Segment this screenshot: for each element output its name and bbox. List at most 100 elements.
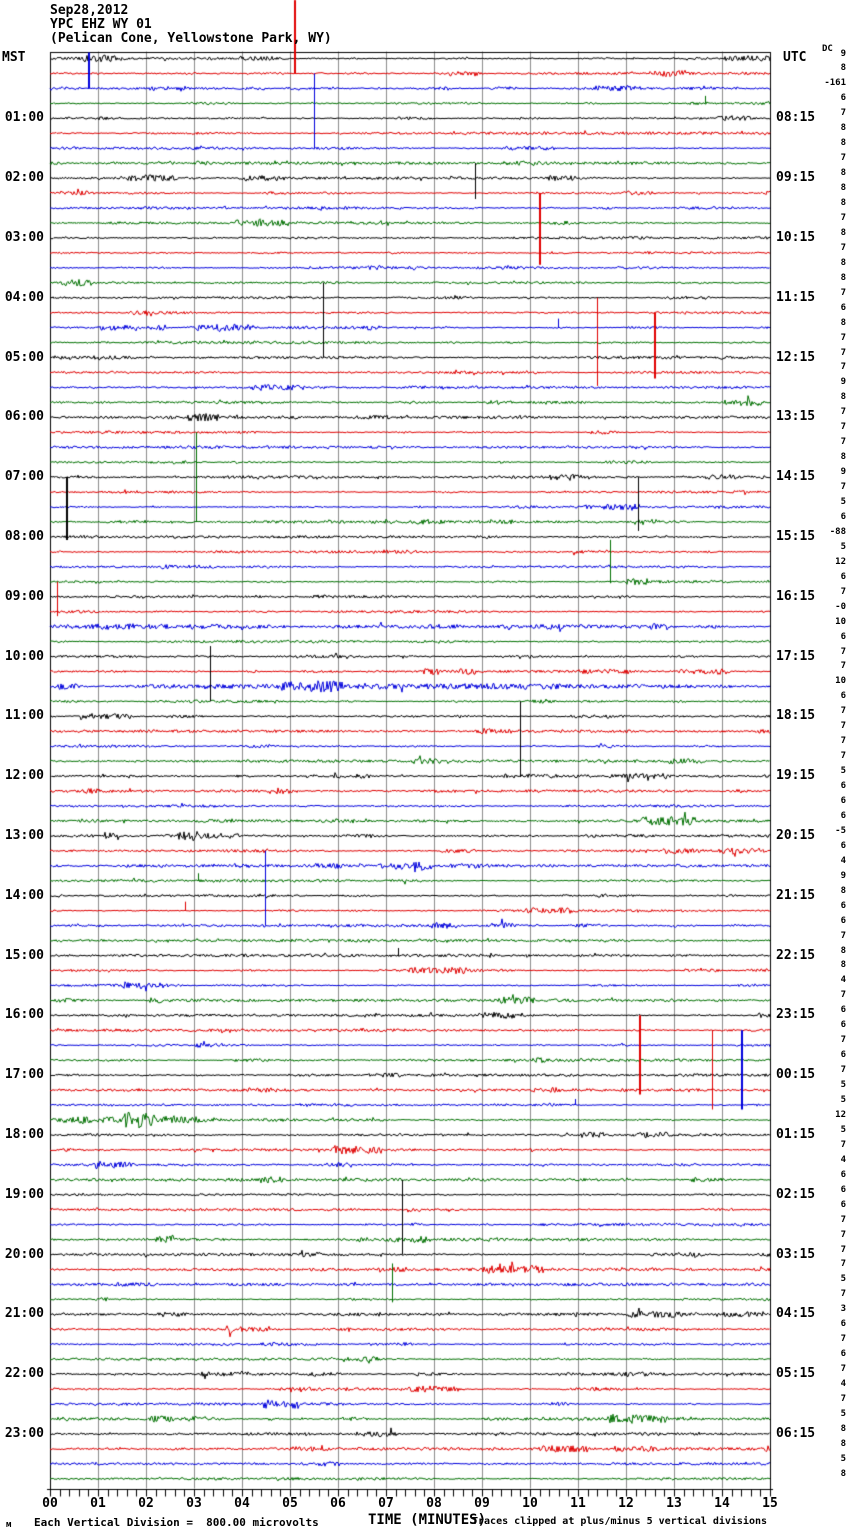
footer-tiny-mark: м [6,1520,12,1530]
dc-offset-value: 5 [840,497,846,507]
utc-time-label: 04:15 [776,1306,816,1322]
utc-time-label: 05:15 [776,1366,816,1382]
mst-time-label: 22:00 [4,1366,44,1382]
dc-offset-value: 6 [840,810,846,821]
dc-offset-value: 7 [840,347,846,358]
x-axis-tick-label: 13 [666,1496,682,1511]
dc-offset-value: 9 [840,48,846,59]
footer-clip-note: Traces clipped at plus/minus 5 vertical … [472,1516,768,1527]
x-axis-tick-label: 01 [90,1496,106,1511]
dc-offset-value: 8 [840,183,846,194]
mst-time-label: 08:00 [4,528,44,544]
x-axis-tick-label: 15 [762,1496,778,1511]
x-axis-tick-label: 02 [138,1496,154,1511]
dc-offset-value: 8 [840,227,846,238]
dc-offset-value: 7 [840,153,846,164]
dc-offset-value: 7 [840,332,846,343]
dc-offset-value: 7 [840,751,846,762]
dc-offset-value: 7 [840,706,846,717]
utc-time-label: 21:15 [776,887,816,903]
dc-offset-value: 5 [840,1408,846,1419]
utc-time-label: 03:15 [776,1246,816,1262]
dc-offset-value: 6 [840,1184,846,1195]
dc-offset-value: 8 [840,1468,846,1479]
mst-time-label: 05:00 [4,349,44,365]
x-axis-tick-label: 04 [234,1496,250,1511]
dc-offset-value: 8 [840,272,846,283]
dc-offset-value: 5 [840,1453,846,1464]
dc-offset-value: 7 [840,1289,846,1300]
utc-time-label: 09:15 [776,170,816,186]
dc-offset-value: 4 [840,855,846,866]
x-axis-title: TIME (MINUTES) [368,1512,487,1528]
dc-offset-value: 7 [840,242,846,253]
dc-offset-value: 7 [840,437,846,448]
dc-offset-value: 6 [840,840,846,851]
mst-time-label: 13:00 [4,827,44,843]
dc-offset-value: 9 [840,870,846,881]
dc-offset-value: 7 [840,930,846,941]
mst-time-label: 16:00 [4,1007,44,1023]
dc-offset-value: 6 [840,1199,846,1210]
utc-time-label: 01:15 [776,1126,816,1142]
dc-offset-value: -0 [835,601,846,612]
mst-time-label: 09:00 [4,588,44,604]
dc-offset-value: 6 [840,915,846,926]
dc-offset-value: 6 [840,691,846,702]
utc-time-label: 23:15 [776,1007,816,1023]
utc-time-label: 16:15 [776,588,816,604]
dc-offset-value: 7 [840,482,846,493]
right-axis-title-utc: UTC [783,50,807,65]
utc-time-label: 10:15 [776,229,816,245]
dc-offset-value: 8 [840,168,846,179]
dc-offset-value: 7 [840,661,846,672]
mst-time-label: 06:00 [4,409,44,425]
dc-offset-value: 7 [840,407,846,418]
mst-time-label: 10:00 [4,648,44,664]
x-axis-tick-label: 08 [426,1496,442,1511]
x-axis-tick-label: 00 [42,1496,58,1511]
dc-offset-value: 8 [840,317,846,328]
mst-time-label: 18:00 [4,1126,44,1142]
dc-offset-value: 12 [835,556,846,567]
dc-offset-value: 7 [840,362,846,373]
utc-time-label: 06:15 [776,1425,816,1441]
dc-offset-value: 7 [840,108,846,119]
dc-offset-value: 8 [840,138,846,149]
mst-time-label: 12:00 [4,768,44,784]
dc-offset-value: 7 [840,1244,846,1255]
utc-time-label: 15:15 [776,528,816,544]
dc-offset-value: 8 [840,960,846,971]
dc-offset-value: 7 [840,287,846,298]
dc-offset-value: 6 [840,302,846,313]
mst-time-label: 17:00 [4,1067,44,1083]
dc-offset-value: 7 [840,1364,846,1375]
utc-time-label: 12:15 [776,349,816,365]
mst-time-label: 14:00 [4,887,44,903]
dc-offset-value: 5 [840,1274,846,1285]
mst-time-label: 03:00 [4,229,44,245]
dc-offset-value: 7 [840,1035,846,1046]
dc-offset-value: 6 [840,571,846,582]
dc-offset-value: 5 [840,541,846,552]
mst-time-label: 19:00 [4,1186,44,1202]
mst-time-label: 01:00 [4,110,44,126]
dc-offset-value: 5 [840,1080,846,1091]
x-axis-tick-label: 03 [186,1496,202,1511]
mst-time-label: 15:00 [4,947,44,963]
chart-date: Sep28,2012 [50,3,129,18]
dc-offset-value: 8 [840,452,846,463]
dc-offset-value: 6 [840,1050,846,1061]
dc-offset-value: 8 [840,257,846,268]
dc-offset-value: 6 [840,1169,846,1180]
dc-offset-value: 8 [840,1423,846,1434]
utc-time-label: 18:15 [776,708,816,724]
station-code: YPC EHZ WY 01 [50,17,152,32]
left-axis-title-mst: MST [2,50,26,65]
dc-offset-value: -161 [824,78,846,89]
mst-time-label: 11:00 [4,708,44,724]
dc-offset-value: -88 [829,526,846,537]
dc-offset-value: 8 [840,945,846,956]
utc-time-label: 22:15 [776,947,816,963]
